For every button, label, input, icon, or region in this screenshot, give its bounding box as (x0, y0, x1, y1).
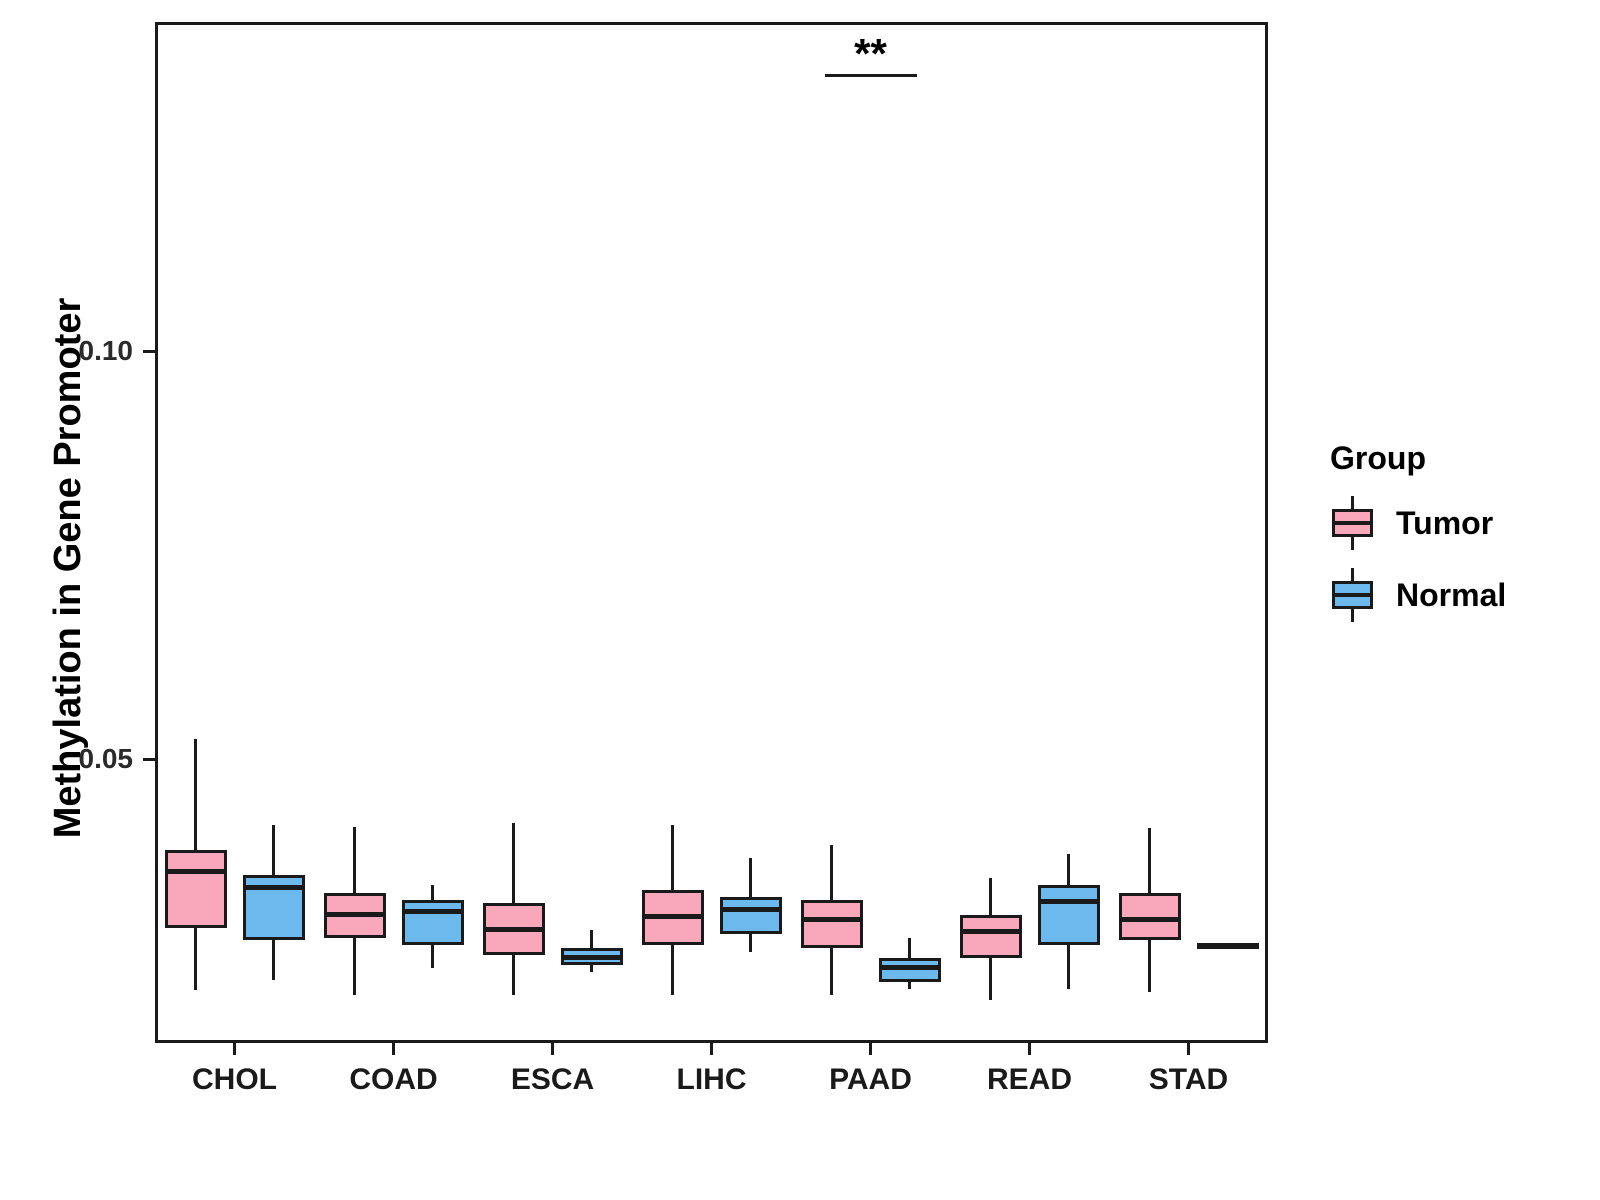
median-normal-lihc (719, 907, 782, 913)
y-axis-tick (143, 758, 155, 762)
median-tumor-lihc (641, 913, 704, 919)
x-category-label-esca: ESCA (510, 1063, 595, 1096)
plot-panel (155, 22, 1268, 1043)
x-axis-tick (1187, 1043, 1190, 1055)
legend-items: Tumor Normal (1330, 495, 1590, 623)
legend-key-median (1332, 593, 1373, 597)
box-tumor-read (959, 914, 1022, 959)
significance-line (824, 74, 917, 77)
legend-key-boxplot-icon (1330, 496, 1376, 550)
box-normal-read (1037, 884, 1100, 946)
median-normal-esca (560, 954, 623, 960)
median-normal-paad (878, 965, 941, 971)
x-axis-tick (392, 1043, 395, 1055)
median-normal-stad (1196, 942, 1259, 948)
legend-title: Group (1330, 440, 1426, 476)
box-tumor-paad (800, 900, 863, 948)
x-category-label-lihc: LIHC (676, 1063, 747, 1096)
significance-label: ** (854, 30, 887, 77)
legend-item-normal: Normal (1330, 567, 1590, 623)
y-tick-label: 0.10 (78, 334, 134, 366)
x-category-label-paad: PAAD (829, 1063, 912, 1096)
median-tumor-paad (800, 917, 863, 923)
y-axis-tick (143, 350, 155, 354)
median-tumor-stad (1118, 917, 1181, 923)
median-tumor-coad (323, 912, 386, 918)
legend-label-tumor: Tumor (1396, 504, 1494, 541)
box-normal-lihc (719, 896, 782, 935)
box-tumor-chol (164, 849, 227, 928)
legend-item-tumor: Tumor (1330, 495, 1590, 551)
median-normal-chol (242, 885, 305, 891)
x-axis-tick (710, 1043, 713, 1055)
y-tick-label: 0.05 (78, 742, 134, 774)
legend-key-boxplot-icon (1330, 568, 1376, 622)
x-category-label-stad: STAD (1148, 1063, 1229, 1096)
box-tumor-stad (1118, 892, 1181, 941)
x-axis-tick (869, 1043, 872, 1055)
x-axis-tick (1028, 1043, 1031, 1055)
median-normal-read (1037, 899, 1100, 905)
x-axis-tick (551, 1043, 554, 1055)
median-tumor-read (959, 928, 1022, 934)
x-category-label-read: READ (986, 1063, 1072, 1096)
x-axis-tick (233, 1043, 236, 1055)
median-tumor-chol (164, 869, 227, 875)
legend-key-median (1332, 521, 1373, 525)
box-normal-coad (401, 900, 464, 946)
x-category-label-coad: COAD (349, 1063, 438, 1096)
legend-label-normal: Normal (1396, 576, 1507, 613)
median-normal-coad (401, 909, 464, 915)
median-tumor-esca (482, 927, 545, 933)
x-category-label-chol: CHOL (192, 1063, 277, 1096)
legend: Group Tumor Normal (1330, 440, 1590, 639)
